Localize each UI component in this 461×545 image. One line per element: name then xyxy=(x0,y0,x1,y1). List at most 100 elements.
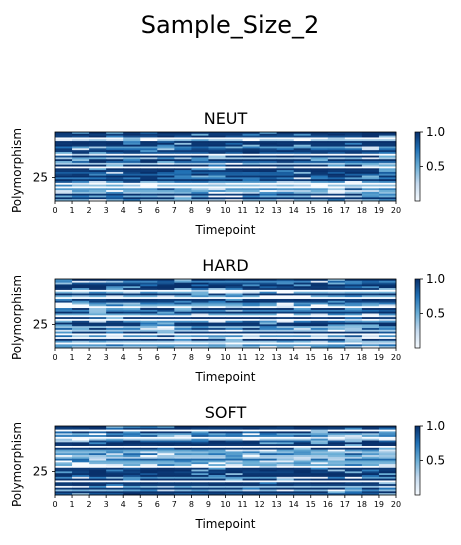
heatmap-cell xyxy=(55,139,73,142)
heatmap-cell xyxy=(310,139,329,142)
heatmap-cell xyxy=(191,308,209,311)
heatmap-cell xyxy=(89,133,107,136)
heatmap-cell xyxy=(157,346,175,349)
heatmap-cell xyxy=(123,467,141,470)
heatmap-cell xyxy=(55,464,73,467)
heatmap-cell xyxy=(344,170,363,173)
heatmap-cell xyxy=(72,302,90,305)
heatmap-cell xyxy=(344,137,363,140)
heatmap-cell xyxy=(123,199,141,202)
heatmap-cell xyxy=(72,141,90,144)
heatmap-cell xyxy=(327,344,346,347)
heatmap-cell xyxy=(89,326,107,329)
heatmap-cell xyxy=(276,289,295,293)
heatmap-cell xyxy=(225,177,243,180)
heatmap-cell xyxy=(327,279,346,282)
heatmap-cell xyxy=(55,148,73,151)
heatmap-cell xyxy=(310,467,329,470)
heatmap-cell xyxy=(140,153,158,156)
heatmap-cell xyxy=(327,293,346,296)
heatmap-cell xyxy=(89,440,107,443)
heatmap-cell xyxy=(310,197,329,200)
heatmap-cell xyxy=(242,442,260,445)
heatmap-cell xyxy=(327,467,346,470)
heatmap-cell xyxy=(72,137,90,140)
heatmap-cell xyxy=(327,133,346,136)
heatmap-cell xyxy=(327,197,346,200)
heatmap-cell xyxy=(55,338,73,342)
heatmap-cell xyxy=(310,293,329,296)
heatmap-cell xyxy=(276,148,295,151)
heatmap-cell xyxy=(293,181,312,184)
heatmap-cell xyxy=(276,329,295,332)
heatmap-cell xyxy=(361,329,380,332)
heatmap-cell xyxy=(225,328,243,331)
heatmap-cell xyxy=(140,302,158,305)
heatmap-cell xyxy=(225,438,243,441)
heatmap-cell xyxy=(174,286,192,289)
heatmap-cell xyxy=(310,442,329,445)
heatmap-cell xyxy=(174,168,192,171)
heatmap-cell xyxy=(259,161,278,164)
heatmap-cell xyxy=(225,148,243,151)
heatmap-cell xyxy=(344,456,363,459)
heatmap-cell xyxy=(157,329,175,332)
heatmap-cell xyxy=(191,487,209,490)
heatmap-cell xyxy=(327,440,346,443)
heatmap-cell xyxy=(293,476,312,479)
heatmap-cell xyxy=(259,469,278,472)
heatmap-cell xyxy=(89,438,107,441)
heatmap-cell xyxy=(174,197,192,200)
heatmap-cell xyxy=(55,306,73,309)
heatmap-cell xyxy=(89,433,107,436)
heatmap-cell xyxy=(157,298,175,302)
heatmap-cell xyxy=(242,288,260,291)
heatmap-cell xyxy=(293,469,312,472)
heatmap-cell xyxy=(293,445,312,449)
heatmap-cell xyxy=(157,184,175,187)
heatmap-cell xyxy=(191,297,209,300)
heatmap-cell xyxy=(344,480,363,483)
heatmap-cell xyxy=(140,190,158,193)
heatmap-cell xyxy=(310,464,329,467)
x-tick-label: 11 xyxy=(237,353,247,362)
heatmap-cell xyxy=(344,309,363,312)
heatmap-cell xyxy=(378,175,397,178)
heatmap-cell xyxy=(123,478,141,481)
heatmap-cell xyxy=(225,476,243,479)
heatmap-cell xyxy=(225,458,243,461)
heatmap-cell xyxy=(259,449,278,452)
heatmap-cell xyxy=(55,159,73,162)
heatmap-cell xyxy=(123,193,141,196)
heatmap-cell xyxy=(123,436,141,440)
heatmap-cell xyxy=(174,193,192,196)
heatmap-cell xyxy=(106,458,124,461)
heatmap-cell xyxy=(344,188,363,191)
heatmap-cell xyxy=(208,291,226,294)
heatmap-cell xyxy=(293,453,312,456)
heatmap-cell xyxy=(276,177,295,180)
heatmap-cell xyxy=(293,173,312,176)
heatmap-cell xyxy=(208,295,226,298)
heatmap-cell xyxy=(89,311,107,314)
heatmap-cell xyxy=(157,318,175,322)
heatmap-cell xyxy=(174,449,192,452)
heatmap-cell xyxy=(310,433,329,436)
heatmap-cell xyxy=(123,146,141,149)
heatmap-cell xyxy=(327,186,346,189)
heatmap-cell xyxy=(242,464,260,467)
heatmap-cell xyxy=(276,181,295,184)
heatmap-cell xyxy=(310,427,329,430)
heatmap-cell xyxy=(208,148,226,151)
heatmap-cell xyxy=(55,137,73,140)
heatmap-cell xyxy=(259,168,278,171)
heatmap-cell xyxy=(89,435,107,438)
heatmap-cell xyxy=(293,288,312,291)
heatmap-cell xyxy=(293,284,312,287)
heatmap-cell xyxy=(55,469,73,472)
heatmap-cell xyxy=(157,426,175,429)
heatmap-cell xyxy=(89,337,107,340)
heatmap-cell xyxy=(174,142,192,146)
heatmap-cell xyxy=(106,280,124,283)
